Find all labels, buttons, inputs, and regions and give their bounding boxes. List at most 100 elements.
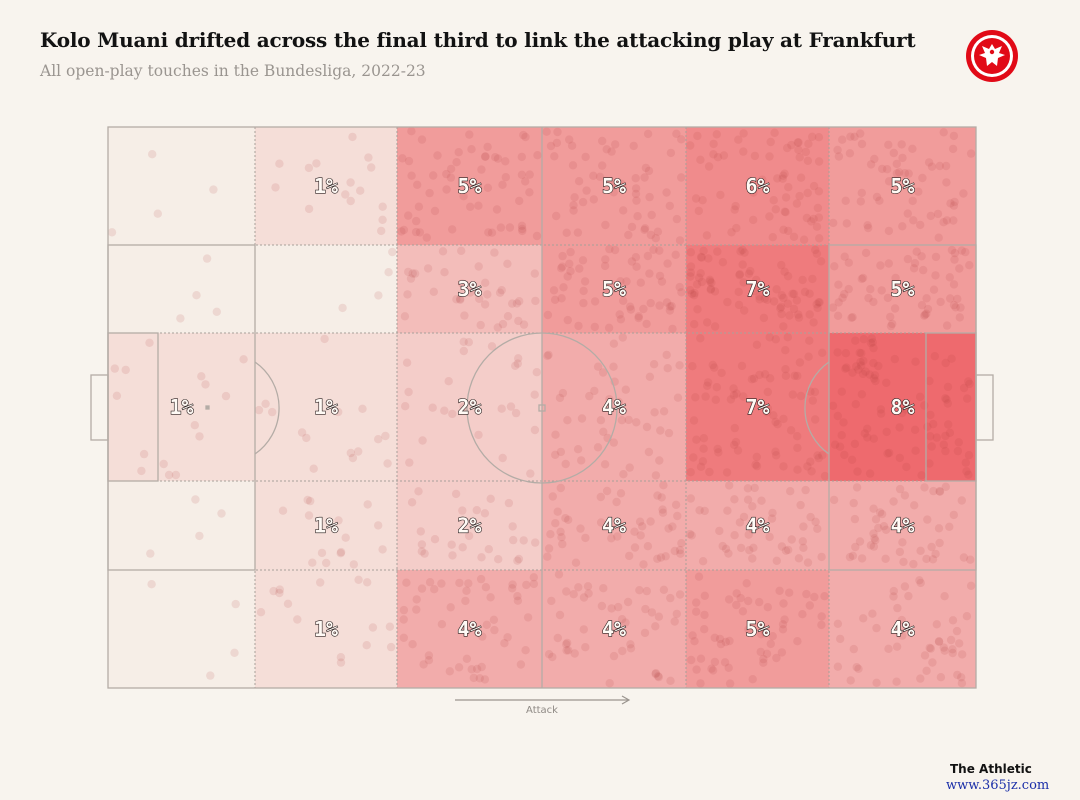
touch-dot xyxy=(575,264,584,273)
touch-dot xyxy=(834,152,844,161)
touch-dot xyxy=(930,352,939,361)
touch-dot xyxy=(818,348,827,357)
touch-dot xyxy=(962,612,972,621)
touch-dot xyxy=(348,132,357,142)
touch-dot xyxy=(778,174,787,183)
touch-dot xyxy=(934,233,943,242)
touch-dot xyxy=(595,172,605,181)
touch-dot xyxy=(677,539,686,548)
touch-dot xyxy=(454,663,464,672)
touch-dot xyxy=(925,643,934,653)
touch-dot xyxy=(562,587,571,596)
touch-dot xyxy=(739,278,748,287)
touch-dot xyxy=(459,337,468,346)
touch-dot xyxy=(559,283,568,292)
touch-dot xyxy=(735,518,745,527)
touch-dot xyxy=(884,259,893,268)
touch-dot xyxy=(673,511,682,521)
touch-dot xyxy=(616,521,625,530)
touch-dot xyxy=(640,628,650,638)
touch-dot xyxy=(672,609,681,619)
touch-dot xyxy=(139,449,149,459)
touch-dot xyxy=(480,675,490,684)
touch-dot xyxy=(407,498,417,507)
touch-dot xyxy=(898,631,907,640)
touch-dot xyxy=(809,318,818,327)
touch-dot xyxy=(577,456,586,465)
touch-dot xyxy=(945,273,954,282)
zone-label-r2-c2: 2% xyxy=(457,395,481,419)
touch-dot xyxy=(561,459,570,469)
touch-dot xyxy=(719,151,729,160)
touch-dot xyxy=(480,152,490,161)
touch-dot xyxy=(618,646,627,656)
touch-dot xyxy=(693,305,702,314)
touch-dot xyxy=(410,269,420,278)
touch-dot xyxy=(341,190,350,199)
touch-dot xyxy=(626,644,636,653)
touch-dot xyxy=(700,625,709,634)
touch-dot xyxy=(870,534,879,543)
touch-dot xyxy=(640,224,650,233)
touch-dot xyxy=(759,625,769,634)
touch-dot xyxy=(448,409,457,419)
touch-dot xyxy=(949,131,959,141)
touch-dot xyxy=(864,223,873,233)
heat-zone-r0-c2 xyxy=(397,127,542,245)
touch-dot xyxy=(730,205,739,214)
touch-dot xyxy=(900,169,910,178)
touch-dot xyxy=(668,522,677,531)
touch-dot xyxy=(868,338,877,347)
heat-zone-r1-c2 xyxy=(397,245,542,333)
touch-dot xyxy=(513,596,523,605)
touch-dot xyxy=(793,432,802,441)
touch-dot xyxy=(653,554,662,563)
touch-dot xyxy=(903,254,913,264)
zone-label-r4-c1: 1% xyxy=(314,617,338,641)
touch-dot xyxy=(487,228,497,237)
touch-dot xyxy=(700,610,709,620)
touch-dot xyxy=(698,557,708,566)
touch-dot xyxy=(662,188,671,197)
touch-dot xyxy=(694,572,704,581)
touch-dot xyxy=(598,161,607,170)
touch-dot xyxy=(618,333,627,342)
touch-dot xyxy=(793,138,802,147)
touch-dot xyxy=(646,298,655,308)
touch-dot xyxy=(898,153,907,163)
touch-dot xyxy=(413,180,422,189)
touch-dot xyxy=(675,236,685,245)
touch-dot xyxy=(735,270,745,279)
touch-dot xyxy=(869,374,879,383)
touch-dot xyxy=(701,392,710,401)
touch-dot xyxy=(490,248,499,257)
touch-dot xyxy=(304,511,314,520)
touch-dot xyxy=(482,620,491,629)
touch-dot xyxy=(580,277,590,286)
touch-dot xyxy=(852,483,862,492)
touch-dot xyxy=(477,662,486,672)
touch-dot xyxy=(631,189,641,199)
touch-dot xyxy=(776,302,786,311)
touch-dot xyxy=(699,246,708,256)
touch-dot xyxy=(685,529,695,539)
touch-dot xyxy=(935,487,944,496)
touch-dot xyxy=(838,293,847,302)
touch-dot xyxy=(480,300,490,309)
touch-dot xyxy=(593,443,603,452)
touch-dot xyxy=(943,382,953,392)
zone-label-r3-c4: 4% xyxy=(745,514,769,538)
touch-dot xyxy=(474,262,483,271)
touch-dot xyxy=(855,348,864,357)
touch-dot xyxy=(749,543,758,552)
touch-dot xyxy=(777,291,786,300)
touch-dot xyxy=(783,333,792,342)
touch-dot xyxy=(642,422,652,432)
touch-dot xyxy=(920,311,929,320)
touch-dot xyxy=(665,201,674,211)
touch-dot xyxy=(458,543,467,552)
touch-dot xyxy=(641,604,650,614)
touch-dot xyxy=(563,416,572,425)
touch-dot xyxy=(881,554,890,563)
touch-dot xyxy=(963,394,972,403)
